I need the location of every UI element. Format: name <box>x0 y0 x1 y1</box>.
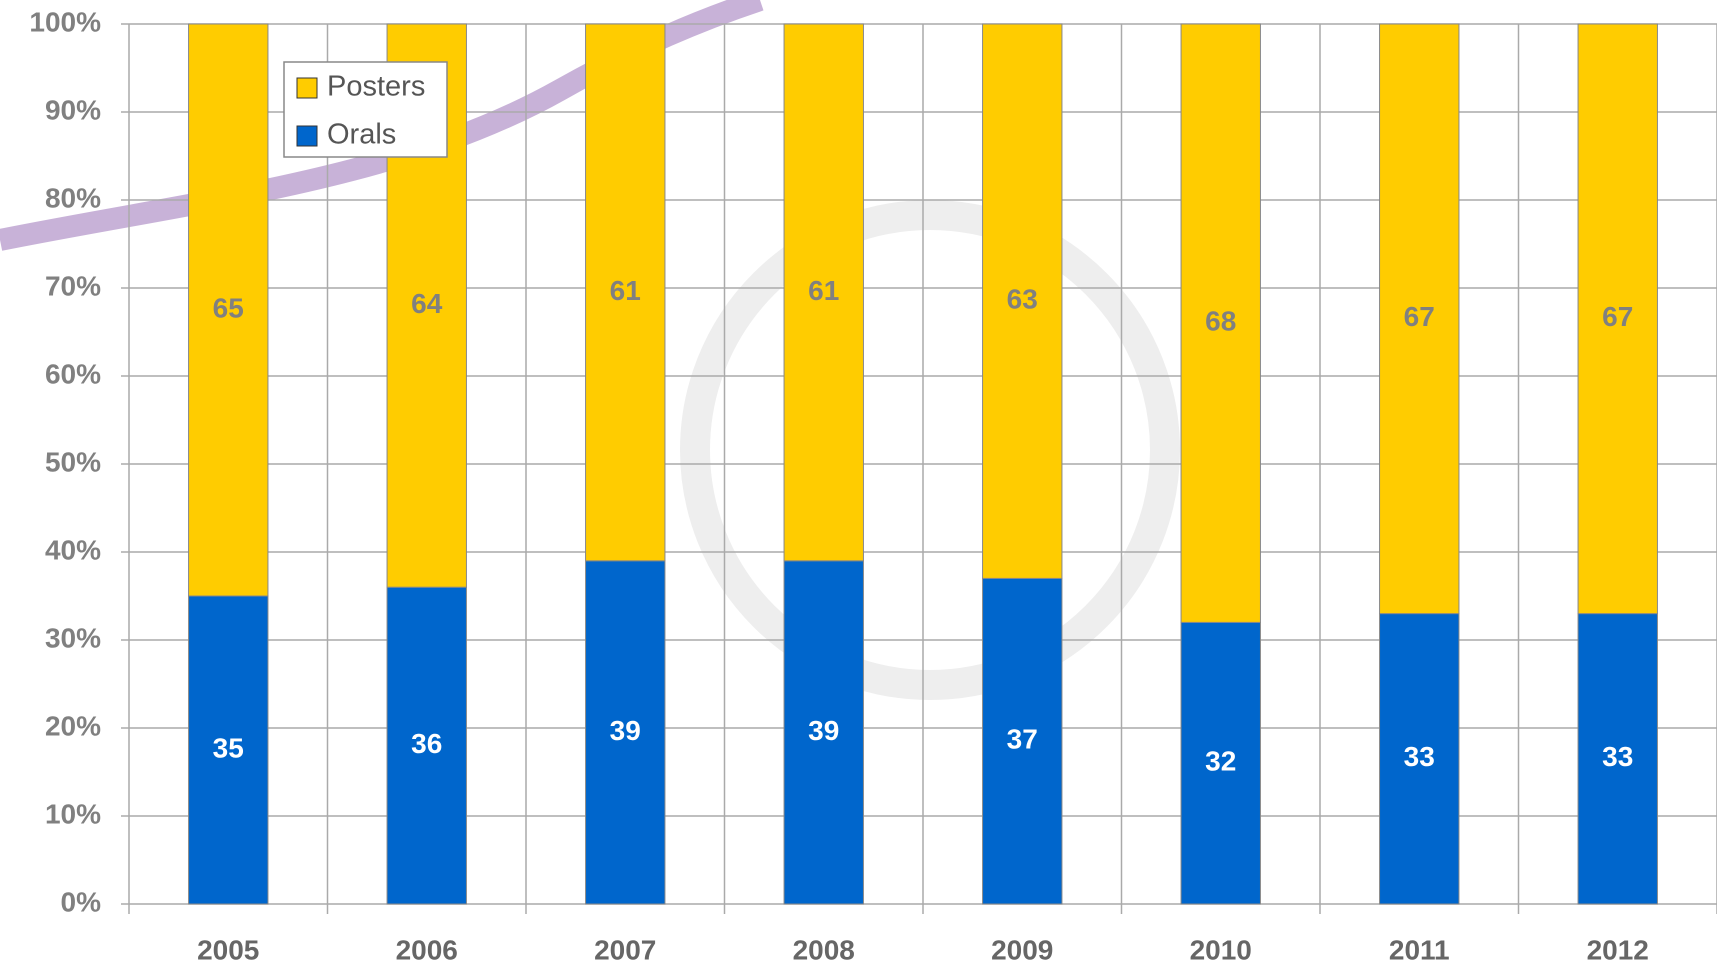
bars: 2005 35 65 2006 36 64 2007 39 61 2008 39 61 2009 37 63… <box>188 23 1658 965</box>
y-tick-label: 70% <box>45 270 101 301</box>
y-tick-label: 80% <box>45 182 101 213</box>
bar-segment <box>982 577 1063 905</box>
bar-segment <box>1577 23 1658 615</box>
data-label: 67 <box>1602 301 1633 332</box>
data-label: 68 <box>1205 306 1236 337</box>
data-label: 64 <box>411 288 443 319</box>
x-tick-label: 2005 <box>197 934 259 965</box>
legend-label: Posters <box>327 71 425 103</box>
data-label: 65 <box>213 292 244 323</box>
y-tick-label: 10% <box>45 798 101 829</box>
bar-segment <box>1180 621 1261 905</box>
legend-swatch <box>296 125 318 147</box>
data-label: 63 <box>1007 284 1038 315</box>
y-tick-label: 0% <box>61 886 102 917</box>
x-tick-label: 2008 <box>793 934 855 965</box>
y-tick-label: 60% <box>45 358 101 389</box>
y-tick-label: 90% <box>45 94 101 125</box>
bar-segment <box>386 586 467 905</box>
bar-segment <box>1379 613 1460 905</box>
data-label: 39 <box>808 715 839 746</box>
bar-segment <box>188 595 269 905</box>
grid: 0% 10% 20% 30% 40% 50% 60% 70% 80% 90% 100% <box>29 6 1717 917</box>
data-label: 39 <box>610 715 641 746</box>
legend-swatch <box>296 77 318 99</box>
data-label: 61 <box>808 275 839 306</box>
data-label: 35 <box>213 732 244 763</box>
bar-segment <box>783 560 864 905</box>
bar-segment <box>585 23 666 562</box>
data-label: 36 <box>411 728 442 759</box>
data-label: 32 <box>1205 746 1236 777</box>
bar-segment <box>1379 23 1460 615</box>
bar-segment <box>783 23 864 562</box>
data-label: 33 <box>1404 741 1435 772</box>
x-tick-label: 2012 <box>1587 934 1649 965</box>
y-tick-label: 30% <box>45 622 101 653</box>
y-tick-label: 50% <box>45 446 101 477</box>
x-tick-label: 2007 <box>594 934 656 965</box>
x-tick-label: 2009 <box>991 934 1053 965</box>
legend-label: Orals <box>327 119 396 151</box>
bar-segment <box>1180 23 1261 623</box>
bar-segment <box>188 23 269 597</box>
bar-segment <box>982 23 1063 579</box>
legend: Posters Orals <box>283 61 448 158</box>
data-label: 33 <box>1602 741 1633 772</box>
y-tick-label: 20% <box>45 710 101 741</box>
data-label: 67 <box>1404 301 1435 332</box>
background-decoration <box>0 0 1180 700</box>
bar-segment <box>585 560 666 905</box>
x-tick-label: 2006 <box>396 934 458 965</box>
x-tick-label: 2010 <box>1190 934 1252 965</box>
data-label: 61 <box>610 275 641 306</box>
y-tick-label: 40% <box>45 534 101 565</box>
y-tick-label: 100% <box>29 6 101 37</box>
data-label: 37 <box>1007 724 1038 755</box>
x-tick-label: 2011 <box>1389 934 1450 965</box>
